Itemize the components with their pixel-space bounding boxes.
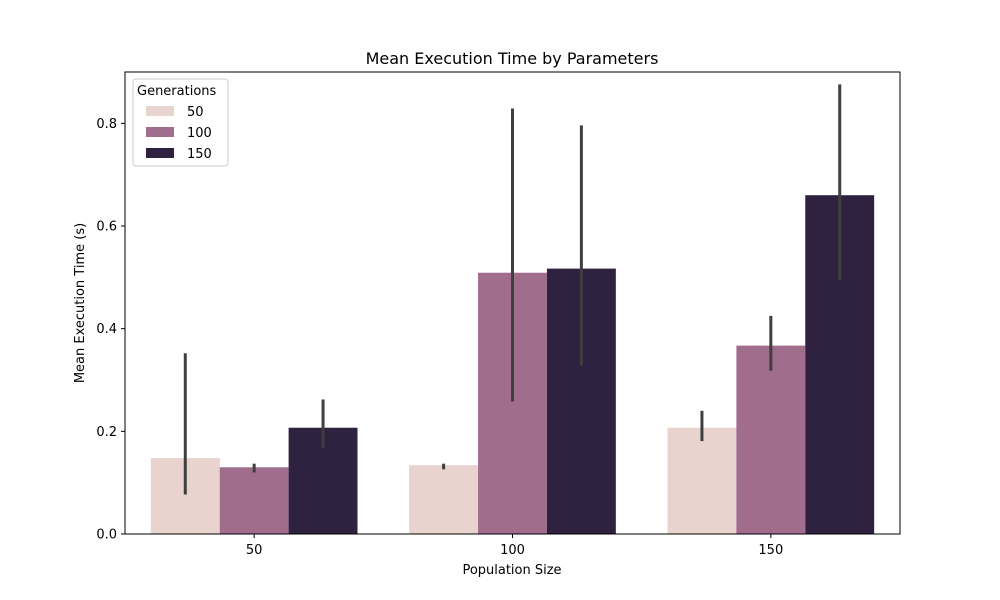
- legend-label-100: 100: [187, 126, 212, 141]
- y-axis-label: Mean Execution Time (s): [73, 223, 88, 383]
- legend-swatch-50: [146, 106, 174, 116]
- x-axis-label: Population Size: [462, 563, 561, 578]
- legend-label-50: 50: [187, 105, 204, 120]
- bar-gen-100-pop-150: [736, 345, 806, 534]
- x-tick-label: 50: [246, 543, 263, 558]
- legend-frame: [132, 78, 229, 167]
- bar-gen-50-pop-100: [409, 465, 479, 534]
- legend-swatch-150: [146, 148, 174, 158]
- error-bars-layer: [183, 84, 842, 495]
- legend: Generations 50 100 150: [132, 78, 229, 167]
- y-tick-label: 0.0: [96, 528, 117, 543]
- bar-gen-50-pop-150: [667, 427, 737, 534]
- x-axis: 50 100 150: [246, 534, 783, 558]
- legend-title: Generations: [137, 84, 217, 99]
- y-tick-label: 0.6: [96, 220, 117, 235]
- bar-gen-100-pop-50: [219, 467, 289, 534]
- legend-label-150: 150: [187, 147, 212, 162]
- y-tick-label: 0.4: [96, 322, 117, 337]
- bars-layer: [150, 195, 875, 534]
- y-tick-label: 0.8: [96, 117, 117, 132]
- chart-title: Mean Execution Time by Parameters: [366, 49, 659, 68]
- y-tick-label: 0.2: [96, 425, 117, 440]
- legend-swatch-100: [146, 127, 174, 137]
- x-tick-label: 150: [758, 543, 783, 558]
- y-axis: 0.0 0.2 0.4 0.6 0.8: [96, 117, 125, 543]
- x-tick-label: 100: [500, 543, 525, 558]
